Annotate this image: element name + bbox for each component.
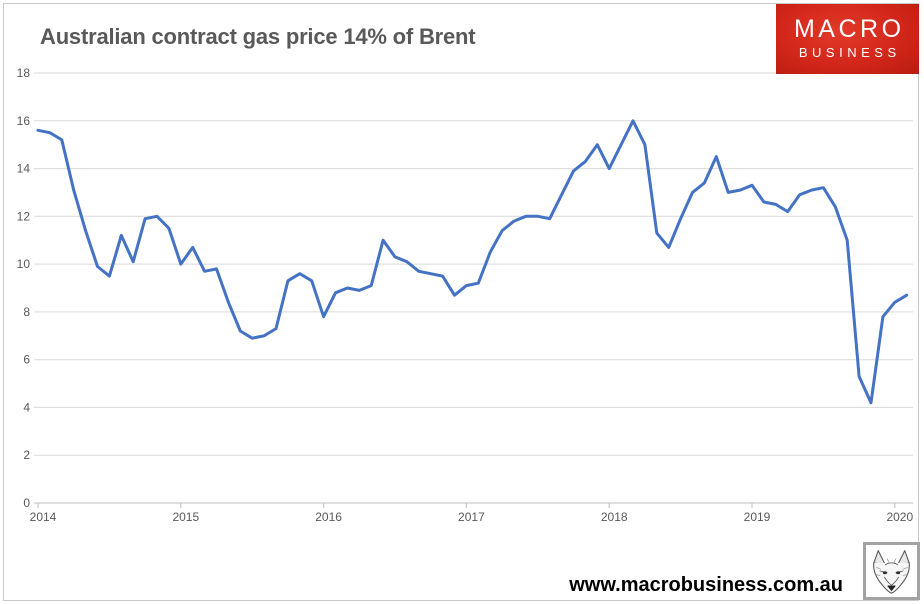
y-tick-label: 0	[23, 496, 30, 510]
x-tick-label: 2017	[458, 510, 485, 524]
x-tick-label: 2019	[744, 510, 771, 524]
y-tick-label: 4	[23, 400, 30, 414]
logo-line1: MACRO	[793, 15, 905, 44]
y-tick-label: 10	[17, 257, 31, 271]
x-tick-label: 2016	[315, 510, 342, 524]
y-tick-label: 18	[17, 66, 31, 80]
fox-logo-frame	[863, 542, 920, 600]
x-tick-label: 2015	[172, 510, 199, 524]
x-tick-label: 2020	[886, 510, 913, 524]
logo-line2: BUSINESS	[798, 44, 901, 60]
y-tick-label: 16	[17, 114, 31, 128]
price-line-series	[36, 119, 909, 405]
website-url-text: www.macrobusiness.com.au	[569, 574, 843, 596]
fox-sketch-icon	[873, 550, 910, 594]
y-tick-label: 12	[17, 209, 31, 223]
macrobusiness-logo: MACRO BUSINESS	[776, 4, 919, 74]
x-tick-label: 2018	[601, 510, 628, 524]
y-tick-label: 14	[17, 162, 31, 176]
y-tick-label: 6	[23, 353, 30, 367]
x-tick-label: 2014	[30, 510, 57, 524]
y-tick-label: 2	[23, 448, 30, 462]
y-tick-label: 8	[23, 305, 30, 319]
chart-title: Australian contract gas price 14% of Bre…	[40, 24, 476, 49]
